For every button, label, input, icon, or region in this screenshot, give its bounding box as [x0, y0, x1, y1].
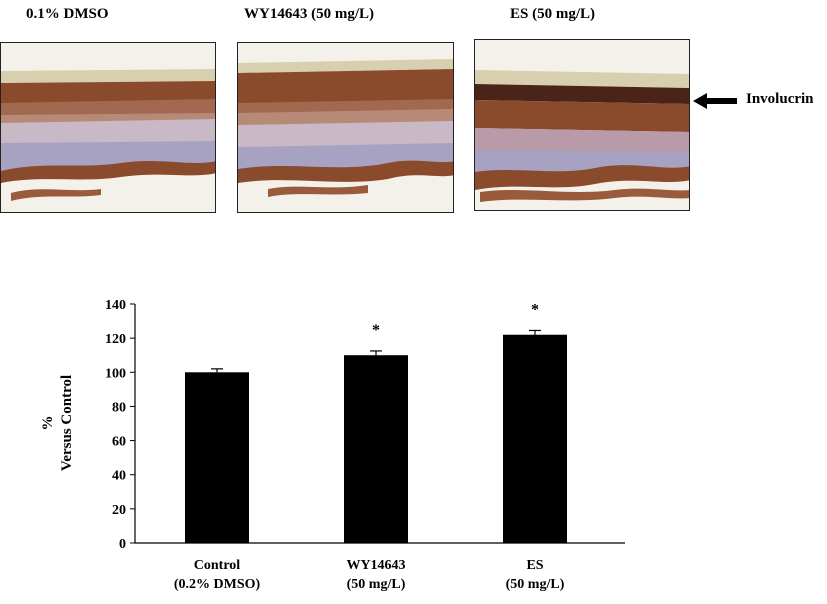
- micrograph-es: [474, 39, 690, 211]
- bar: [185, 372, 249, 543]
- y-tick-label: 60: [112, 435, 126, 450]
- x-tick-label: Control: [194, 558, 241, 573]
- arrow-left-icon: [693, 93, 737, 109]
- x-tick-label: (0.2% DMSO): [174, 577, 261, 592]
- panel-title-es: ES (50 mg/L): [510, 6, 596, 22]
- x-tick-label: WY14643: [346, 558, 405, 573]
- micrograph-control: [0, 42, 216, 213]
- y-axis-label: %: [40, 416, 56, 431]
- panel-title-wy14643: WY14643 (50 mg/L): [244, 6, 374, 22]
- x-tick-label: ES: [526, 558, 543, 573]
- x-tick-label: (50 mg/L): [506, 577, 565, 592]
- bar: [503, 334, 567, 543]
- involucrin-label: Involucrin: [746, 91, 814, 107]
- significance-marker: *: [531, 301, 539, 318]
- y-tick-label: 0: [119, 537, 126, 552]
- y-tick-label: 20: [112, 503, 126, 518]
- y-tick-label: 80: [112, 400, 126, 415]
- y-tick-label: 120: [105, 332, 126, 347]
- significance-marker: *: [372, 322, 380, 339]
- y-axis-label: Versus Control: [59, 375, 75, 471]
- micrograph-wy14643: [237, 42, 454, 213]
- y-tick-label: 140: [105, 298, 126, 313]
- panel-title-control: 0.1% DMSO: [26, 6, 109, 22]
- bar: [344, 355, 408, 543]
- y-tick-label: 40: [112, 469, 126, 484]
- y-tick-label: 100: [105, 366, 126, 381]
- x-tick-label: (50 mg/L): [347, 577, 406, 592]
